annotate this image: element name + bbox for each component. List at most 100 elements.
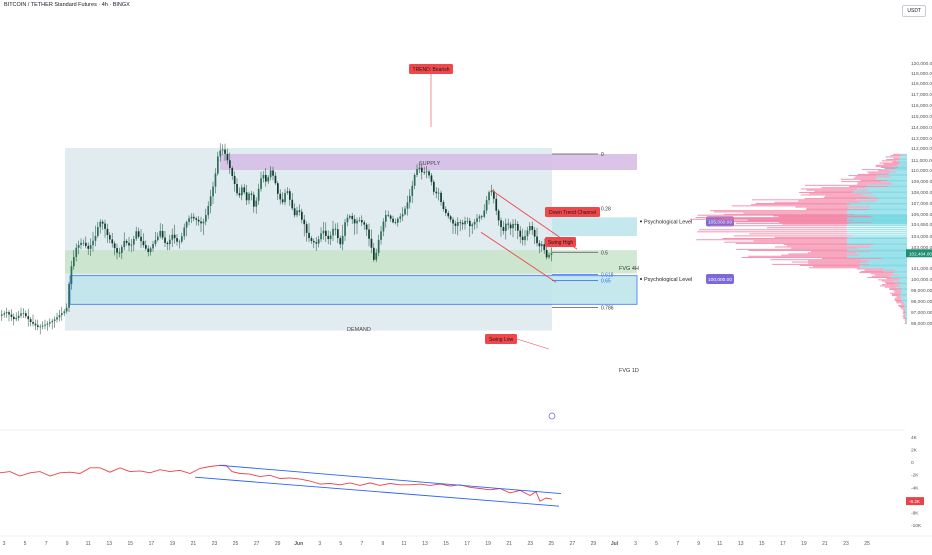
volume-profile-pink [774, 201, 861, 203]
candle-body [1, 314, 3, 316]
candle-body [80, 242, 82, 245]
candle-body [548, 254, 550, 258]
volume-profile-cyan [848, 207, 907, 209]
candle-body [17, 315, 20, 318]
trend-label: TREND: Bearish [413, 67, 450, 73]
candle-body [382, 221, 385, 232]
volume-profile-cyan [895, 283, 907, 284]
candle-body [485, 200, 488, 211]
candle-body [65, 307, 68, 312]
volume-profile-pink [800, 188, 858, 190]
candle-body [130, 244, 133, 246]
volume-profile-cyan [904, 303, 907, 305]
x-axis-tick: Jun [294, 541, 303, 547]
candle-body [483, 210, 486, 217]
candle-body [327, 235, 330, 240]
volume-profile-cyan [876, 177, 907, 179]
volume-profile-pink [710, 210, 847, 212]
volume-profile-cyan [868, 209, 907, 210]
candle-body [265, 174, 267, 182]
fib-label: 0 [601, 152, 604, 158]
candle-body [20, 313, 22, 316]
candle-body [181, 236, 183, 242]
x-axis-tick: 29 [275, 541, 281, 547]
indicator-y-tick: -2K [911, 473, 919, 479]
candle-body [257, 188, 260, 201]
x-axis-tick: 5 [339, 541, 342, 547]
volume-profile-cyan [899, 159, 907, 161]
y-axis-tick: 119,000.00 [911, 71, 932, 77]
trend-label-bg [409, 64, 453, 74]
candle-body [445, 209, 447, 214]
volume-profile-cyan [891, 165, 907, 167]
volume-profile-pink [724, 241, 847, 243]
volume-profile-cyan [872, 193, 907, 195]
candle-body [370, 238, 373, 248]
volume-profile-cyan [876, 178, 907, 180]
candle-body [437, 192, 440, 194]
candle-body [286, 191, 289, 193]
volume-profile-pink [778, 216, 874, 218]
candle-body [478, 216, 481, 219]
candle-body [32, 322, 34, 324]
indicator-y-tick: -8K [911, 510, 919, 516]
candle-body [188, 218, 190, 222]
candle-body [471, 224, 474, 227]
volume-profile-pink [808, 262, 860, 264]
candle-body [461, 222, 464, 225]
volume-profile-cyan [890, 176, 907, 178]
candle-body [118, 252, 121, 254]
volume-profile-pink [889, 287, 902, 289]
volume-profile-cyan [873, 244, 907, 246]
volume-profile-cyan [882, 258, 907, 260]
candle-body [77, 244, 80, 248]
candle-body [274, 175, 277, 184]
volume-profile-pink [856, 268, 884, 270]
volume-profile-pink [755, 203, 847, 204]
indicator-y-tick: -10K [911, 523, 922, 529]
volume-profile-pink [899, 306, 904, 307]
volume-profile-pink [878, 170, 890, 172]
volume-profile-pink [878, 279, 900, 281]
candle-body [97, 227, 99, 236]
volume-profile-pink [751, 204, 852, 206]
volume-profile-pink [892, 161, 900, 163]
volume-profile-cyan [868, 260, 907, 262]
x-axis-tick: 3 [3, 541, 6, 547]
candle-body [207, 206, 210, 216]
volume-profile-cyan [887, 180, 907, 181]
candle-body [171, 234, 174, 240]
volume-profile-cyan [899, 156, 907, 158]
currency-button[interactable]: USDT [902, 5, 926, 17]
indicator-current-label: -6.2K [909, 499, 921, 504]
candle-body [39, 326, 42, 328]
volume-profile-cyan [847, 225, 907, 227]
candle-body [34, 323, 37, 326]
psych-level-price-bg [706, 274, 734, 284]
volume-profile-cyan [904, 302, 907, 304]
candle-body [58, 315, 61, 318]
candle-body [313, 240, 315, 243]
candle-body [363, 222, 366, 225]
y-axis-tick: 116,000.00 [911, 103, 932, 109]
volume-profile-cyan [847, 242, 907, 244]
alert-icon[interactable] [548, 412, 556, 420]
volume-profile-cyan [860, 259, 907, 261]
candle-body [454, 223, 457, 226]
volume-profile-pink [894, 297, 902, 299]
candle-body [116, 248, 118, 253]
candle-body [358, 220, 361, 221]
volume-profile-cyan [901, 290, 907, 292]
volume-profile-pink [880, 167, 899, 168]
candle-body [377, 239, 380, 253]
volume-profile-cyan [860, 267, 907, 269]
volume-profile-cyan [901, 301, 907, 303]
candle-body [349, 215, 351, 218]
candle-body [82, 242, 85, 244]
candle-body [27, 316, 30, 320]
candle-body [250, 193, 253, 195]
candle-body [226, 153, 229, 161]
volume-profile-pink [886, 278, 900, 280]
volume-profile-cyan [865, 187, 907, 189]
